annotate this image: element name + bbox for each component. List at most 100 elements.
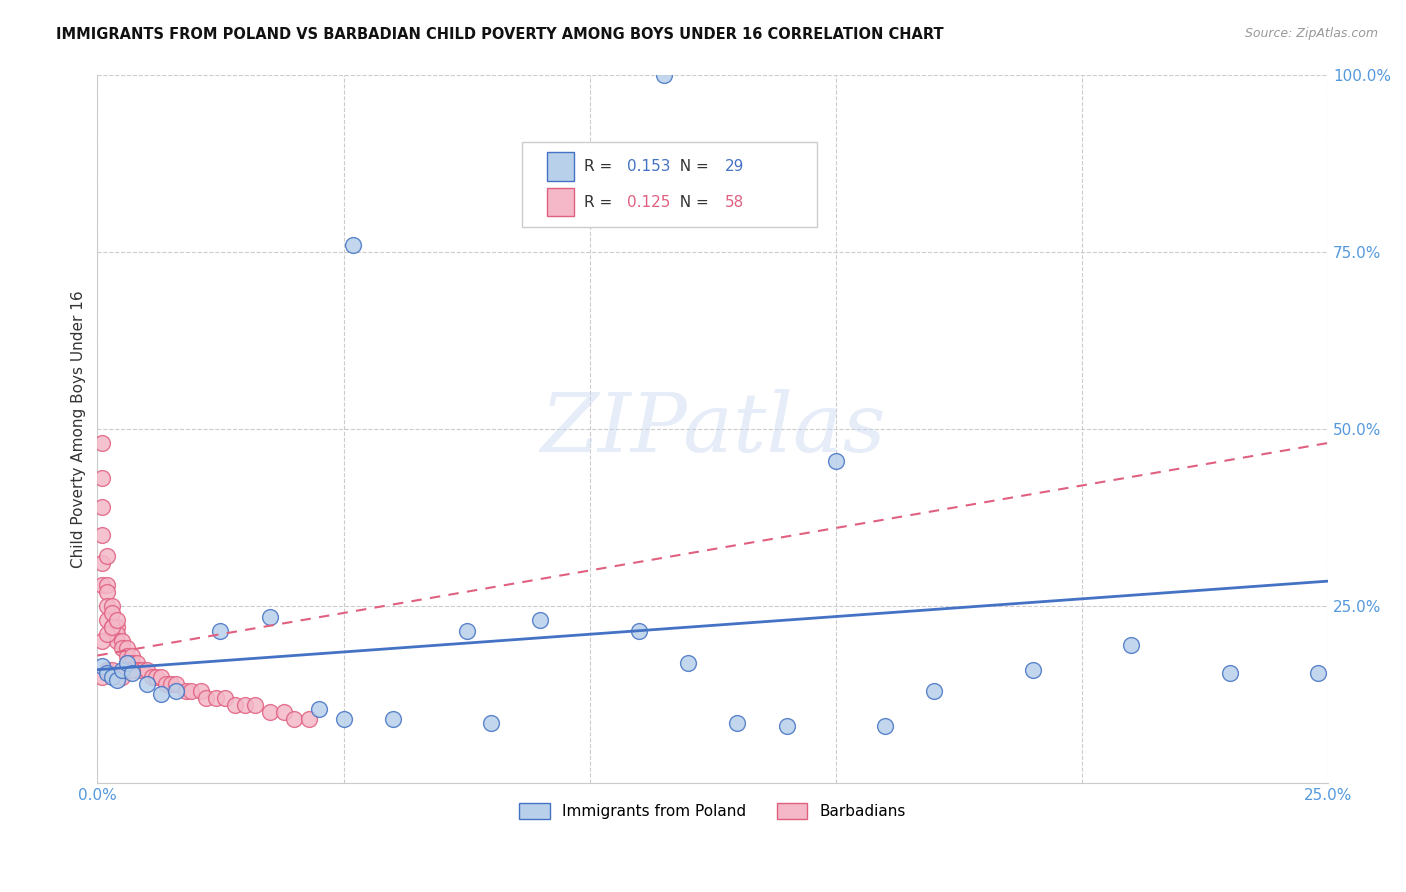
Point	[131, 663, 153, 677]
Text: IMMIGRANTS FROM POLAND VS BARBADIAN CHILD POVERTY AMONG BOYS UNDER 16 CORRELATIO: IMMIGRANTS FROM POLAND VS BARBADIAN CHIL…	[56, 27, 943, 42]
Point	[141, 670, 163, 684]
Text: 58: 58	[725, 194, 744, 210]
Point	[308, 701, 330, 715]
Point	[91, 500, 114, 514]
Point	[1022, 663, 1045, 677]
Point	[91, 634, 114, 648]
Point	[155, 677, 177, 691]
Point	[121, 648, 143, 663]
Point	[96, 584, 118, 599]
Point	[1121, 638, 1143, 652]
Point	[111, 641, 134, 656]
Point	[479, 715, 502, 730]
Point	[101, 620, 124, 634]
Point	[456, 624, 478, 638]
Point	[125, 656, 148, 670]
Point	[101, 670, 124, 684]
Point	[91, 557, 114, 571]
Point	[91, 471, 114, 485]
Point	[725, 715, 748, 730]
Text: 29: 29	[725, 159, 744, 174]
Point	[121, 666, 143, 681]
Point	[91, 436, 114, 450]
Point	[342, 237, 364, 252]
Point	[283, 712, 305, 726]
Point	[96, 549, 118, 564]
Text: 0.125: 0.125	[627, 194, 671, 210]
Point	[115, 641, 138, 656]
Y-axis label: Child Poverty Among Boys Under 16: Child Poverty Among Boys Under 16	[72, 290, 86, 567]
Point	[233, 698, 256, 712]
Point	[873, 719, 896, 733]
Text: R =: R =	[583, 159, 617, 174]
Text: Source: ZipAtlas.com: Source: ZipAtlas.com	[1244, 27, 1378, 40]
Point	[529, 613, 551, 627]
Point	[165, 677, 187, 691]
Point	[1308, 666, 1330, 681]
Point	[190, 684, 212, 698]
Point	[115, 656, 138, 670]
Point	[115, 663, 138, 677]
Point	[96, 666, 118, 681]
Point	[96, 599, 118, 613]
Text: N =: N =	[669, 194, 713, 210]
FancyBboxPatch shape	[522, 142, 817, 227]
Point	[652, 68, 675, 82]
Point	[111, 670, 134, 684]
FancyBboxPatch shape	[547, 153, 574, 181]
Point	[922, 684, 945, 698]
Point	[259, 705, 281, 719]
Point	[298, 712, 321, 726]
Point	[165, 684, 187, 698]
FancyBboxPatch shape	[547, 188, 574, 216]
Point	[101, 620, 124, 634]
Point	[332, 712, 354, 726]
Point	[105, 673, 128, 688]
Point	[105, 627, 128, 641]
Point	[91, 528, 114, 542]
Point	[627, 624, 650, 638]
Point	[125, 663, 148, 677]
Point	[135, 663, 157, 677]
Point	[824, 453, 846, 467]
Point	[209, 624, 232, 638]
Point	[91, 659, 114, 673]
Point	[91, 670, 114, 684]
Point	[96, 627, 118, 641]
Point	[111, 634, 134, 648]
Point	[105, 634, 128, 648]
Point	[121, 663, 143, 677]
Text: R =: R =	[583, 194, 617, 210]
Point	[174, 684, 197, 698]
Point	[676, 656, 699, 670]
Text: ZIPatlas: ZIPatlas	[540, 389, 886, 469]
Point	[204, 691, 226, 706]
Point	[105, 613, 128, 627]
Point	[101, 599, 124, 613]
Point	[101, 627, 124, 641]
Point	[101, 663, 124, 677]
Point	[96, 663, 118, 677]
Point	[775, 719, 797, 733]
Point	[214, 691, 236, 706]
Point	[96, 577, 118, 591]
Point	[150, 688, 173, 702]
Point	[145, 670, 167, 684]
Point	[135, 677, 157, 691]
Point	[121, 656, 143, 670]
Text: 0.153: 0.153	[627, 159, 671, 174]
Point	[224, 698, 246, 712]
Text: N =: N =	[669, 159, 713, 174]
Point	[111, 663, 134, 677]
Point	[1219, 666, 1241, 681]
Legend: Immigrants from Poland, Barbadians: Immigrants from Poland, Barbadians	[513, 797, 912, 825]
Point	[259, 609, 281, 624]
Point	[180, 684, 202, 698]
Point	[243, 698, 266, 712]
Point	[115, 656, 138, 670]
Point	[101, 606, 124, 620]
Point	[115, 648, 138, 663]
Point	[381, 712, 404, 726]
Point	[96, 613, 118, 627]
Point	[160, 677, 183, 691]
